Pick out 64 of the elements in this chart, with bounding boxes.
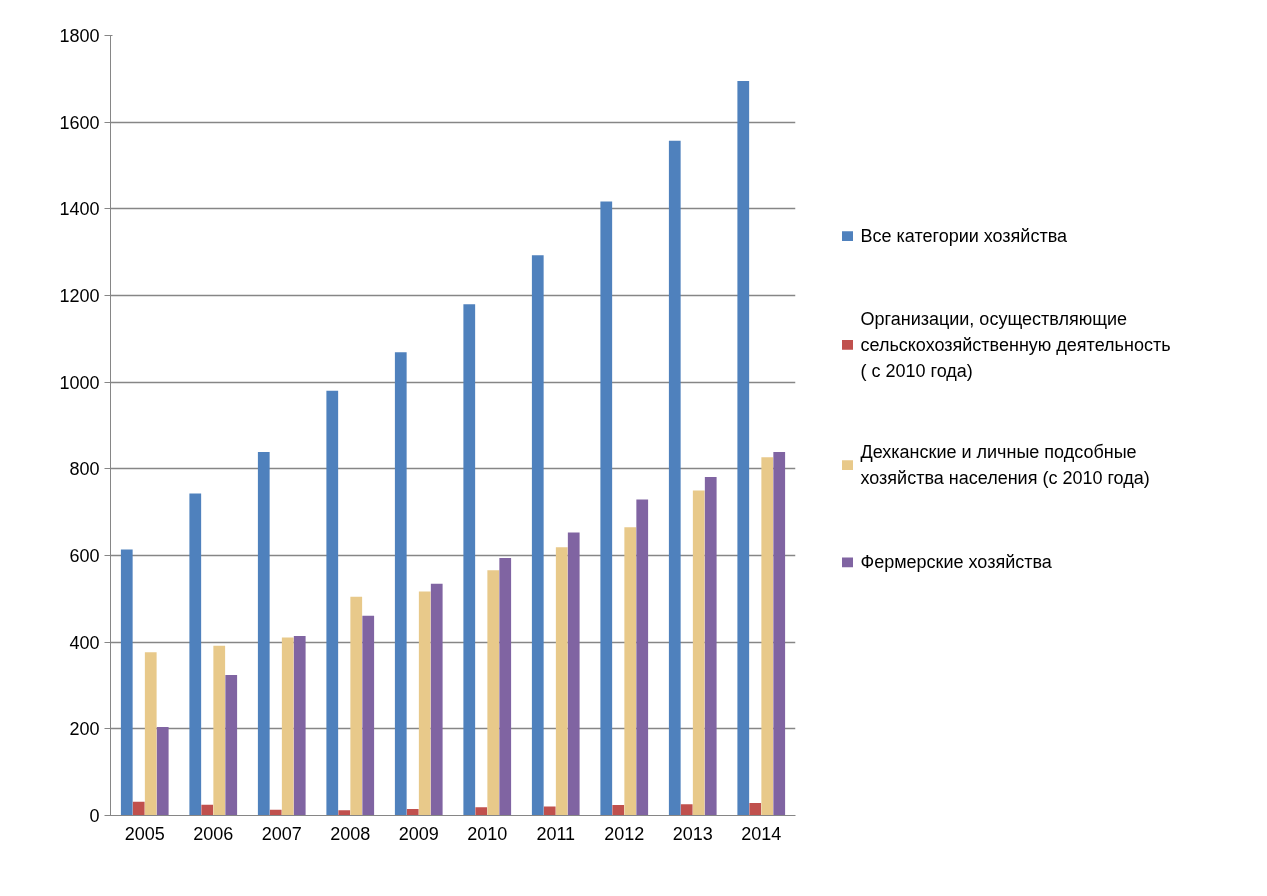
bar — [737, 81, 750, 816]
bar — [761, 457, 774, 816]
bar — [406, 809, 419, 816]
bar — [430, 583, 443, 816]
x-tick-label: 2012 — [604, 823, 645, 844]
bar — [773, 451, 786, 816]
legend-label: Дехканские и личные подсобные хозяйства населения (с 2010 года) — [860, 442, 1150, 489]
bar — [680, 804, 693, 816]
bar — [225, 675, 238, 816]
bar — [418, 591, 431, 816]
y-tick-label: 1200 — [59, 286, 100, 306]
y-tick-label: 1400 — [59, 199, 100, 220]
bar — [624, 527, 637, 816]
y-tick-label: 0 — [89, 806, 100, 826]
x-tick-label: 2011 — [536, 823, 576, 844]
bar — [531, 255, 544, 816]
bar — [213, 645, 226, 816]
bar — [120, 549, 133, 816]
bar — [257, 451, 270, 816]
legend-label: Организации, осуществляющие сельскохозяйственную деятельность ( с 2010 года) — [860, 308, 1171, 381]
x-tick-label: 2005 — [124, 823, 165, 844]
bar — [189, 493, 202, 816]
bar — [156, 727, 169, 816]
bar — [668, 140, 681, 816]
bar — [487, 570, 500, 816]
legend-label: Все категории хозяйства — [860, 226, 1069, 247]
bar — [281, 637, 294, 816]
bar — [612, 805, 625, 816]
bar — [201, 804, 214, 816]
x-tick-label: 2014 — [741, 823, 782, 844]
bar — [692, 490, 705, 816]
y-tick-label: 400 — [69, 632, 100, 653]
bar — [350, 596, 363, 816]
bar — [499, 558, 512, 816]
x-tick-label: 2008 — [330, 823, 371, 844]
bar — [749, 802, 762, 816]
y-tick-label: 1800 — [59, 26, 100, 46]
x-tick-label: 2010 — [467, 823, 508, 844]
y-tick-label: 600 — [69, 546, 100, 566]
bar — [394, 352, 407, 816]
bar — [132, 801, 145, 816]
bar — [543, 806, 556, 816]
bar — [326, 390, 339, 816]
bar — [600, 201, 613, 816]
bar — [362, 615, 375, 816]
bar — [269, 809, 282, 816]
bar — [463, 304, 476, 816]
y-tick-label: 1000 — [59, 372, 100, 393]
x-tick-label: 2006 — [193, 823, 234, 844]
bar — [338, 810, 351, 816]
x-tick-label: 2013 — [672, 823, 713, 844]
legend-label: Фермерские хозяйства — [860, 552, 1053, 573]
y-tick-label: 1600 — [59, 112, 100, 133]
bar — [567, 532, 580, 816]
bar — [704, 477, 717, 816]
bar — [555, 547, 568, 816]
x-tick-label: 2007 — [261, 823, 302, 844]
x-tick-label: 2009 — [398, 823, 439, 844]
bar — [144, 652, 157, 816]
bar — [293, 636, 306, 816]
y-tick-label: 200 — [69, 719, 100, 740]
y-tick-label: 800 — [69, 459, 100, 480]
bar — [475, 807, 488, 816]
bar — [636, 499, 649, 816]
